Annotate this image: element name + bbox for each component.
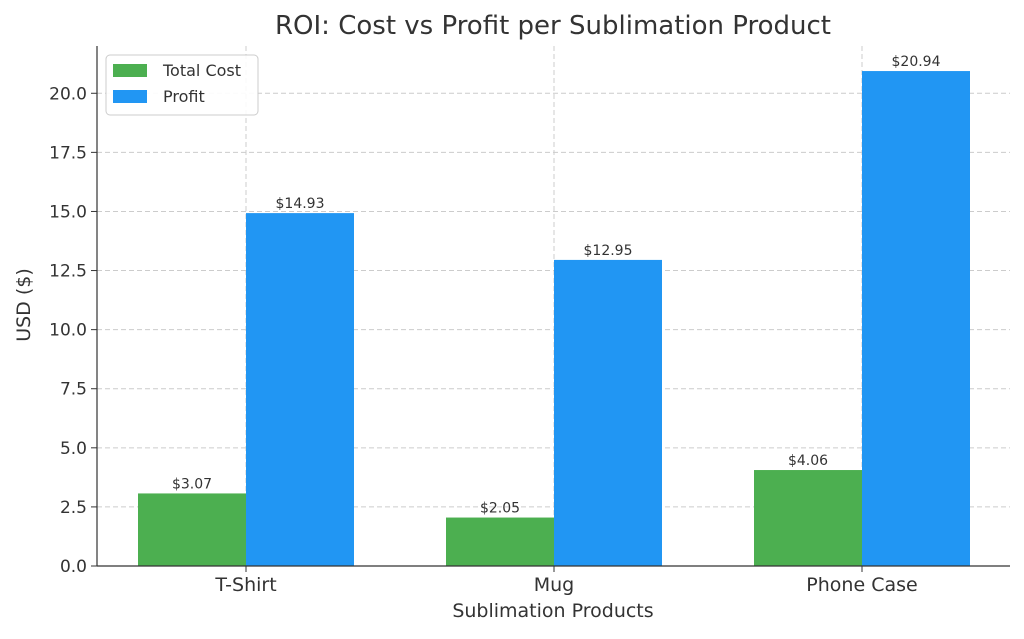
y-axis-label: USD ($) xyxy=(13,268,35,342)
y-tick-label: 12.5 xyxy=(49,262,87,282)
y-tick-label: 7.5 xyxy=(60,380,87,400)
y-tick-label: 5.0 xyxy=(60,439,87,459)
bar-value-label: $14.93 xyxy=(276,196,325,212)
axes-layer: 0.0 2.5 5.0 7.5 10.0 12.5 15.0 17.5 20.0 T-Shirt M… xyxy=(49,46,1010,596)
legend-label: Total Cost xyxy=(162,61,241,80)
labels-layer: $3.07 $2.05 $4.06 $14.93 $12.95 $20.94 xyxy=(172,54,941,516)
x-tick-label: Mug xyxy=(534,574,575,596)
bar-profit xyxy=(246,213,354,567)
legend-swatch xyxy=(113,90,147,103)
bar-value-label: $2.05 xyxy=(480,501,520,517)
bar-value-label: $4.06 xyxy=(788,453,828,469)
bar-value-label: $12.95 xyxy=(584,243,633,259)
x-tick-label: Phone Case xyxy=(806,574,917,596)
x-tick-label: T-Shirt xyxy=(214,574,276,596)
chart-title: ROI: Cost vs Profit per Sublimation Prod… xyxy=(275,11,831,41)
x-axis-label: Sublimation Products xyxy=(452,600,653,622)
bar-profit xyxy=(554,259,662,566)
y-tick-label: 0.0 xyxy=(60,557,87,577)
y-tick-label: 17.5 xyxy=(49,143,87,163)
y-tick-label: 20.0 xyxy=(49,84,87,104)
y-tick-label: 10.0 xyxy=(49,321,87,341)
bar-profit xyxy=(862,71,970,567)
bar-value-label: $20.94 xyxy=(892,54,941,70)
y-tick-label: 2.5 xyxy=(60,498,87,518)
legend-label: Profit xyxy=(163,87,205,106)
bar-total-cost xyxy=(754,470,862,566)
legend-swatch xyxy=(113,64,147,77)
y-tick-label: 15.0 xyxy=(49,202,87,222)
bar-total-cost xyxy=(446,517,554,566)
bar-value-label: $3.07 xyxy=(172,476,212,492)
legend: Total Cost Profit xyxy=(105,54,259,116)
bar-total-cost xyxy=(138,493,246,566)
bars-layer xyxy=(138,71,970,567)
